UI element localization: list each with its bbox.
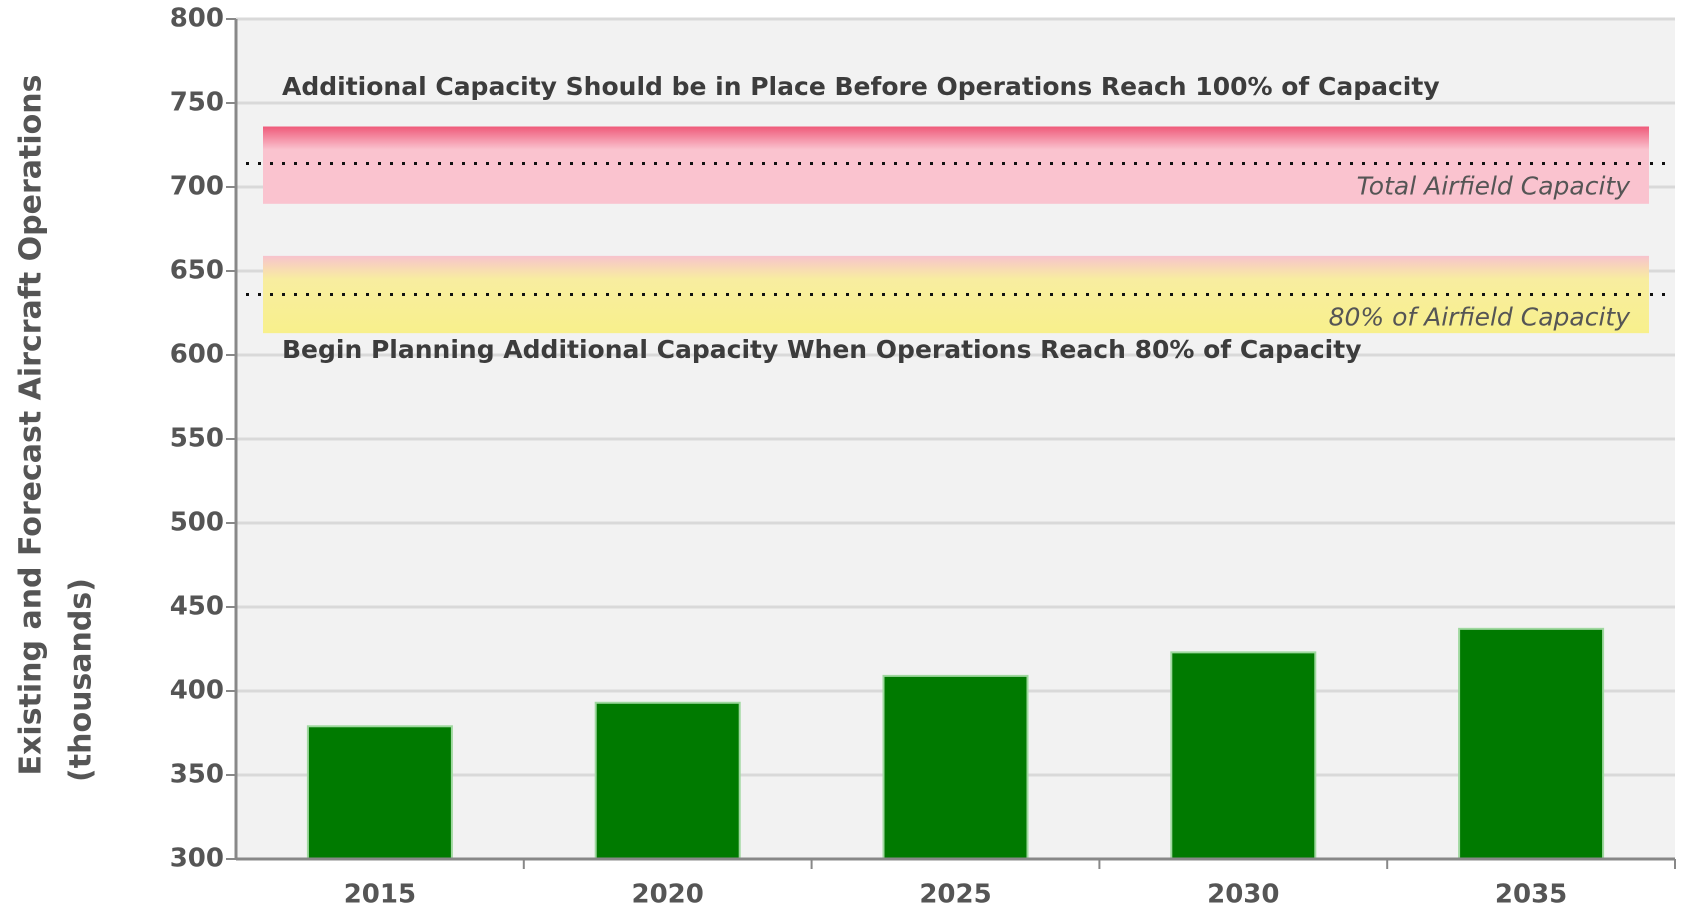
x-tick-label: 2030	[1207, 880, 1279, 907]
capacity-label: 80% of Airfield Capacity	[1329, 303, 1632, 332]
bar	[306, 725, 453, 861]
y-tick-label: 550	[170, 424, 224, 454]
annotation: Begin Planning Additional Capacity When …	[282, 335, 1362, 364]
y-tick-label: 700	[170, 172, 224, 202]
bar	[882, 674, 1029, 860]
capacity-band	[263, 126, 1649, 204]
bar	[1170, 651, 1317, 860]
bar	[594, 701, 741, 861]
y-tick-label: 450	[170, 592, 224, 622]
y-tick-label: 300	[170, 844, 224, 874]
y-tick-label: 500	[170, 508, 224, 538]
y-tick-label: 650	[170, 256, 224, 286]
x-tick-label: 2025	[919, 880, 991, 907]
y-tick-label: 800	[170, 4, 224, 34]
y-axis-label-line: (thousands)	[64, 578, 99, 782]
y-tick-label: 350	[170, 760, 224, 790]
x-tick-label: 2035	[1495, 880, 1567, 907]
y-tick-label: 400	[170, 676, 224, 706]
y-tick-label: 750	[170, 88, 224, 118]
x-tick-label: 2020	[632, 880, 704, 907]
y-axis-label-line: Existing and Forecast Aircraft Operation…	[14, 75, 49, 776]
y-tick-label: 600	[170, 340, 224, 370]
bar	[1458, 627, 1605, 861]
capacity-label: Total Airfield Capacity	[1357, 171, 1632, 200]
annotation: Additional Capacity Should be in Place B…	[282, 72, 1440, 101]
x-tick-label: 2015	[344, 880, 416, 907]
y-axis-label: Existing and Forecast Aircraft Operation…	[14, 75, 99, 782]
